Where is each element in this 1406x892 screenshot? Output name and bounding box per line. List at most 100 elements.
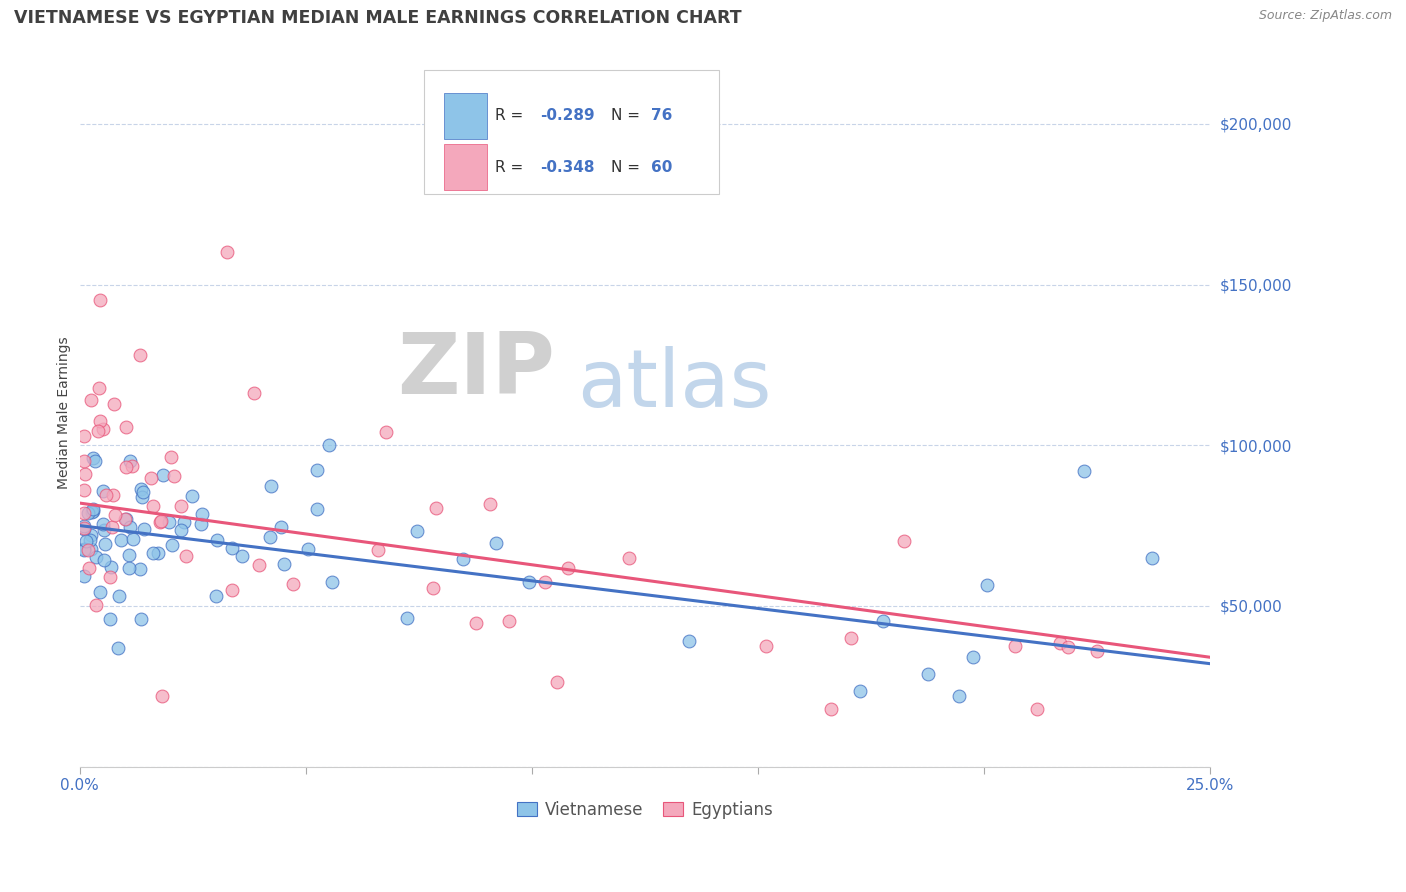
Point	[91, 484, 114, 499]
FancyBboxPatch shape	[444, 145, 486, 190]
Point	[100, 560, 122, 574]
Point	[100, 612, 122, 626]
Point	[318, 438, 340, 452]
Point	[190, 517, 212, 532]
Point	[174, 549, 197, 563]
Point	[73, 569, 96, 583]
Point	[82, 450, 104, 465]
Point	[87, 424, 110, 438]
Point	[146, 546, 169, 560]
Point	[131, 612, 153, 626]
Point	[73, 543, 96, 558]
Point	[77, 506, 100, 520]
Point	[307, 502, 329, 516]
Point	[120, 520, 142, 534]
Point	[242, 386, 264, 401]
Point	[129, 562, 152, 576]
Y-axis label: Median Male Earnings: Median Male Earnings	[58, 337, 72, 490]
Point	[73, 454, 96, 468]
Point	[89, 293, 111, 308]
Text: 60: 60	[651, 160, 672, 175]
Point	[451, 552, 474, 566]
Point	[221, 583, 243, 598]
Point	[396, 611, 419, 625]
Point	[115, 512, 138, 526]
Point	[82, 502, 104, 516]
Point	[1056, 640, 1078, 654]
Text: atlas: atlas	[576, 346, 772, 424]
Point	[121, 459, 143, 474]
Point	[917, 666, 939, 681]
Point	[76, 534, 98, 549]
FancyBboxPatch shape	[444, 93, 486, 138]
Point	[149, 515, 172, 529]
Point	[617, 550, 640, 565]
Point	[273, 558, 295, 572]
Point	[83, 454, 105, 468]
Point	[962, 650, 984, 665]
Point	[84, 549, 107, 564]
Point	[101, 519, 124, 533]
Point	[152, 467, 174, 482]
Point	[80, 541, 103, 556]
Point	[150, 689, 173, 703]
Point	[87, 381, 110, 395]
Point	[91, 422, 114, 436]
Point	[110, 533, 132, 548]
Text: Source: ZipAtlas.com: Source: ZipAtlas.com	[1258, 9, 1392, 22]
Point	[205, 589, 228, 603]
Point	[374, 425, 396, 440]
Point	[91, 517, 114, 532]
Point	[132, 523, 155, 537]
Point	[104, 508, 127, 522]
Point	[131, 490, 153, 504]
Point	[73, 429, 96, 443]
Point	[1073, 464, 1095, 478]
Point	[132, 485, 155, 500]
Point	[976, 578, 998, 592]
Point	[94, 488, 117, 502]
Point	[1140, 551, 1163, 566]
Legend: Vietnamese, Egyptians: Vietnamese, Egyptians	[510, 794, 780, 825]
Point	[107, 641, 129, 656]
Point	[1004, 639, 1026, 653]
Point	[205, 533, 228, 547]
Point	[73, 467, 96, 481]
Point	[73, 521, 96, 535]
Point	[117, 548, 139, 562]
Point	[73, 519, 96, 533]
Point	[948, 689, 970, 703]
Text: N =: N =	[612, 160, 645, 175]
Text: ZIP: ZIP	[396, 329, 554, 412]
Point	[247, 558, 270, 572]
Point	[73, 507, 96, 521]
Point	[1049, 636, 1071, 650]
FancyBboxPatch shape	[425, 70, 718, 194]
Point	[115, 459, 138, 474]
Point	[534, 574, 557, 589]
Point	[93, 553, 115, 567]
Point	[557, 560, 579, 574]
Point	[98, 570, 121, 584]
Point	[839, 631, 862, 645]
Point	[150, 514, 173, 528]
Text: R =: R =	[495, 108, 527, 123]
Point	[122, 533, 145, 547]
Text: 76: 76	[651, 108, 672, 123]
Text: VIETNAMESE VS EGYPTIAN MEDIAN MALE EARNINGS CORRELATION CHART: VIETNAMESE VS EGYPTIAN MEDIAN MALE EARNI…	[14, 9, 742, 27]
Point	[89, 584, 111, 599]
Point	[321, 574, 343, 589]
Point	[425, 500, 447, 515]
Point	[159, 450, 181, 464]
Point	[129, 348, 152, 362]
Point	[406, 524, 429, 539]
Point	[82, 505, 104, 519]
Point	[1026, 702, 1049, 716]
Point	[89, 414, 111, 428]
Point	[103, 396, 125, 410]
Point	[755, 639, 778, 653]
Point	[101, 488, 124, 502]
Text: N =: N =	[612, 108, 645, 123]
Point	[77, 542, 100, 557]
Point	[546, 675, 568, 690]
